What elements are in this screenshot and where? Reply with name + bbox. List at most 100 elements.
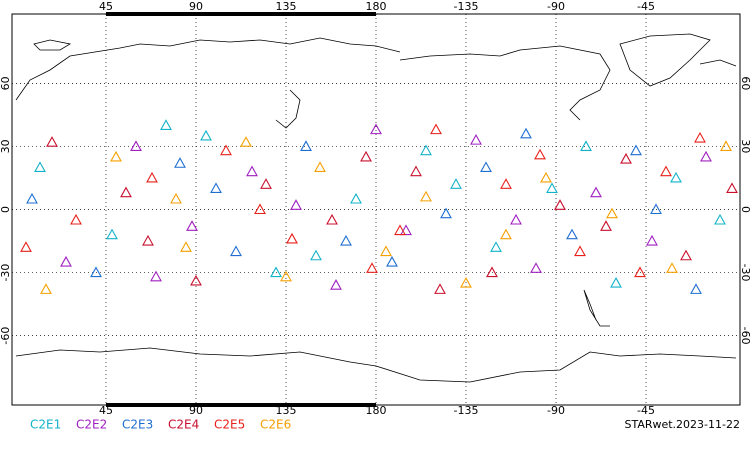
occultation-marker: [310, 249, 322, 261]
occultation-marker: [174, 157, 186, 168]
x-tick-label: -90: [547, 0, 565, 13]
occultation-marker: [46, 136, 58, 147]
x-tick-label: 135: [276, 404, 297, 417]
x-tick-label: -45: [637, 404, 655, 417]
y-tick-label: 0: [0, 206, 12, 213]
occultation-marker: [286, 232, 298, 244]
occultation-marker: [130, 140, 142, 151]
occultation-marker: [186, 220, 198, 231]
occultation-marker: [220, 144, 232, 156]
occultation-marker: [246, 165, 258, 177]
footer-label: STARwet.2023-11-22: [624, 418, 740, 431]
coastline: [15, 37, 401, 101]
occultation-marker: [200, 129, 212, 141]
occultation-marker: [60, 255, 72, 267]
occultation-marker: [600, 220, 612, 231]
occultation-marker: [106, 228, 118, 240]
occultation-marker: [590, 186, 602, 198]
coastline: [699, 59, 737, 67]
legend-label: C2E2: [76, 418, 107, 432]
occultation-marker: [170, 192, 182, 204]
y-tick-label: 30: [0, 139, 12, 153]
legend-label: C2E3: [122, 418, 153, 432]
occultation-marker: [26, 192, 38, 204]
legend-label: C2E6: [260, 418, 291, 432]
occultation-marker: [434, 283, 446, 294]
occultation-marker: [190, 274, 202, 286]
occultation-marker: [720, 140, 732, 151]
occultation-marker: [240, 136, 252, 147]
occultation-marker: [160, 119, 172, 130]
occultation-marker: [386, 255, 398, 267]
x-tick-label: 135: [276, 0, 297, 13]
coastline: [399, 45, 611, 121]
occultation-marker: [714, 213, 726, 225]
occultation-marker: [554, 199, 566, 210]
occultation-marker: [340, 234, 352, 246]
x-tick-label: -135: [454, 0, 479, 13]
occultation-marker: [90, 266, 102, 278]
occultation-marker: [40, 283, 52, 294]
coastlines: [15, 33, 737, 383]
occultation-marker: [110, 150, 122, 162]
x-tick-label: -45: [637, 0, 655, 13]
occultation-marker: [700, 150, 712, 162]
occultation-marker: [326, 213, 338, 225]
x-tick-label: -135: [454, 404, 479, 417]
occultation-marker: [300, 140, 312, 151]
occultation-marker: [314, 161, 326, 173]
occultation-marker: [606, 207, 618, 219]
occultation-marker: [534, 148, 546, 160]
occultation-marker: [500, 228, 512, 240]
occultation-marker: [370, 123, 382, 135]
occultation-marker: [380, 245, 392, 257]
y-tick-label: 60: [0, 76, 12, 90]
coastline: [33, 39, 72, 51]
occultation-marker: [470, 133, 482, 145]
coastline: [619, 33, 711, 87]
occultation-marker: [142, 234, 154, 246]
occultation-marker: [420, 144, 432, 156]
y-tick-label: 30: [739, 139, 750, 153]
occultation-marker: [574, 245, 586, 257]
occultation-marker: [430, 123, 442, 135]
occultation-marker: [726, 182, 738, 194]
occultation-marker: [410, 165, 422, 177]
x-tick-label: 45: [99, 0, 113, 13]
y-tick-label: -30: [739, 264, 750, 282]
occultation-marker: [580, 140, 592, 151]
occultation-marker: [510, 213, 522, 225]
occultation-marker: [540, 171, 552, 183]
y-tick-label: -60: [0, 327, 12, 345]
coastline: [15, 347, 737, 383]
occultation-marker: [350, 192, 362, 204]
y-tick-label: -30: [0, 264, 12, 282]
occultation-marker: [146, 171, 158, 183]
occultation-marker: [646, 234, 658, 246]
occultation-marker: [180, 241, 192, 252]
y-tick-label: 60: [739, 76, 750, 90]
occultation-marker: [480, 161, 492, 173]
occultation-marker: [490, 241, 502, 252]
occultation-marker: [330, 279, 342, 290]
occultation-marker: [460, 276, 472, 288]
occultation-marker: [150, 270, 162, 282]
occultation-marker: [520, 127, 532, 139]
occultation-marker: [280, 270, 292, 282]
occultation-marker: [20, 241, 32, 252]
x-tick-label: 90: [189, 0, 203, 13]
occultation-marker: [34, 161, 46, 173]
occultation-marker: [230, 245, 242, 257]
x-tick-label: 180: [366, 404, 387, 417]
legend-label: C2E5: [214, 418, 245, 432]
legend-label: C2E1: [30, 418, 61, 432]
occultation-marker: [254, 203, 266, 215]
occultation-marker: [366, 262, 378, 273]
occultation-marker: [546, 182, 558, 194]
occultation-marker: [610, 276, 622, 288]
occultation-marker: [270, 266, 282, 278]
occultation-marker: [630, 144, 642, 156]
occultation-marker: [690, 283, 702, 294]
